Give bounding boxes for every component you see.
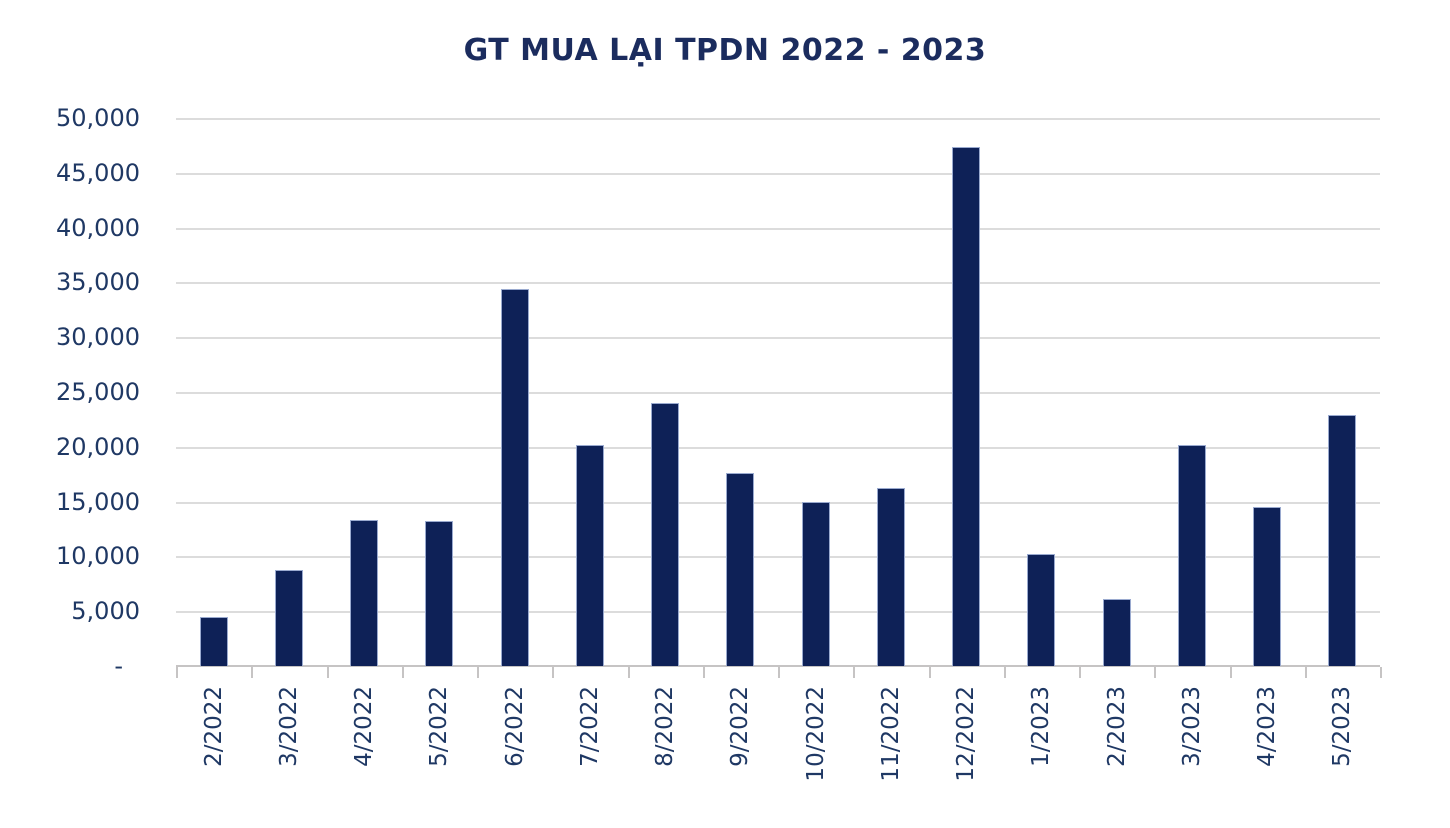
bar-4-2022 — [350, 520, 378, 666]
x-label-cell: 4/2022 — [327, 676, 402, 806]
x-label-cell: 9/2022 — [703, 676, 778, 806]
gridline — [176, 282, 1380, 284]
gridline — [176, 337, 1380, 339]
y-tick-label: - — [114, 652, 123, 680]
y-tick-label: 10,000 — [56, 542, 140, 570]
x-axis-tick — [176, 667, 178, 678]
x-axis-tick — [703, 667, 705, 678]
gridline — [176, 611, 1380, 613]
gridline — [176, 173, 1380, 175]
y-tick-label: 40,000 — [56, 214, 140, 242]
plot-area — [176, 118, 1382, 678]
bar-7-2022 — [576, 445, 604, 666]
x-axis-tick — [778, 667, 780, 678]
x-tick-label: 6/2022 — [501, 686, 528, 767]
x-axis-tick — [402, 667, 404, 678]
y-tick-label: 5,000 — [71, 597, 140, 625]
x-label-cell: 3/2022 — [251, 676, 326, 806]
x-axis-tick — [1154, 667, 1156, 678]
x-tick-label: 4/2022 — [351, 686, 378, 767]
x-label-cell: 11/2022 — [853, 676, 928, 806]
bar-5-2022 — [425, 521, 453, 666]
x-axis-tick — [1230, 667, 1232, 678]
x-tick-label: 9/2022 — [727, 686, 754, 767]
x-label-cell: 2/2023 — [1079, 676, 1154, 806]
x-tick-label: 3/2023 — [1178, 686, 1205, 767]
x-label-cell: 1/2023 — [1004, 676, 1079, 806]
x-axis-tick — [477, 667, 479, 678]
x-axis-tick — [1305, 667, 1307, 678]
bar-10-2022 — [802, 502, 830, 666]
gridline — [176, 392, 1380, 394]
x-tick-label: 11/2022 — [877, 686, 904, 782]
x-tick-label: 1/2023 — [1028, 686, 1055, 767]
bar-6-2022 — [501, 289, 529, 666]
y-tick-label: 15,000 — [56, 488, 140, 516]
bar-2-2023 — [1103, 599, 1131, 666]
x-label-cell: 6/2022 — [477, 676, 552, 806]
gridline — [176, 447, 1380, 449]
bar-11-2022 — [877, 488, 905, 666]
y-tick-label: 35,000 — [56, 268, 140, 296]
x-label-cell: 5/2023 — [1305, 676, 1380, 806]
x-label-cell: 8/2022 — [628, 676, 703, 806]
y-tick-label: 50,000 — [56, 104, 140, 132]
x-tick-label: 5/2022 — [426, 686, 453, 767]
x-tick-label: 12/2022 — [953, 686, 980, 782]
x-axis-tick — [327, 667, 329, 678]
bar-2-2022 — [200, 617, 228, 666]
x-axis-tick — [1079, 667, 1081, 678]
x-axis-labels: 2/2022 3/2022 4/2022 5/2022 6/2022 7/2022 8/20… — [176, 676, 1380, 806]
x-tick-label: 2/2022 — [200, 686, 227, 767]
x-label-cell: 2/2022 — [176, 676, 251, 806]
x-axis-tick — [1004, 667, 1006, 678]
x-label-cell: 5/2022 — [402, 676, 477, 806]
bar-5-2023 — [1328, 415, 1356, 666]
x-axis-tick — [251, 667, 253, 678]
x-axis-tick — [1380, 667, 1382, 678]
bar-12-2022 — [952, 147, 980, 666]
y-tick-label: 30,000 — [56, 323, 140, 351]
gridline — [176, 228, 1380, 230]
y-tick-label: 45,000 — [56, 159, 140, 187]
x-label-cell: 4/2023 — [1230, 676, 1305, 806]
x-tick-label: 8/2022 — [652, 686, 679, 767]
x-label-cell: 10/2022 — [778, 676, 853, 806]
x-tick-label: 7/2022 — [576, 686, 603, 767]
x-axis-tick — [628, 667, 630, 678]
y-axis-labels: 50,000 45,000 40,000 35,000 30,000 25,000 20,0… — [0, 104, 140, 680]
gridline — [176, 502, 1380, 504]
x-label-cell: 12/2022 — [929, 676, 1004, 806]
bar-3-2022 — [275, 570, 303, 666]
x-axis-line — [176, 665, 1380, 667]
x-tick-label: 2/2023 — [1103, 686, 1130, 767]
chart-title: GT MUA LẠI TPDN 2022 - 2023 — [463, 33, 987, 68]
x-tick-label: 10/2022 — [802, 686, 829, 782]
gridline — [176, 556, 1380, 558]
x-tick-label: 5/2023 — [1329, 686, 1356, 767]
y-tick-label: 25,000 — [56, 378, 140, 406]
bar-1-2023 — [1027, 554, 1055, 666]
x-label-cell: 3/2023 — [1154, 676, 1229, 806]
x-label-cell: 7/2022 — [552, 676, 627, 806]
x-tick-label: 3/2022 — [275, 686, 302, 767]
x-axis-tick — [552, 667, 554, 678]
bar-9-2022 — [726, 473, 754, 666]
bar-3-2023 — [1178, 445, 1206, 666]
x-axis-tick — [929, 667, 931, 678]
gridline — [176, 118, 1380, 120]
y-tick-label: 20,000 — [56, 433, 140, 461]
x-tick-label: 4/2023 — [1254, 686, 1281, 767]
bar-4-2023 — [1253, 507, 1281, 666]
x-axis-tick — [853, 667, 855, 678]
bar-8-2022 — [651, 403, 679, 666]
